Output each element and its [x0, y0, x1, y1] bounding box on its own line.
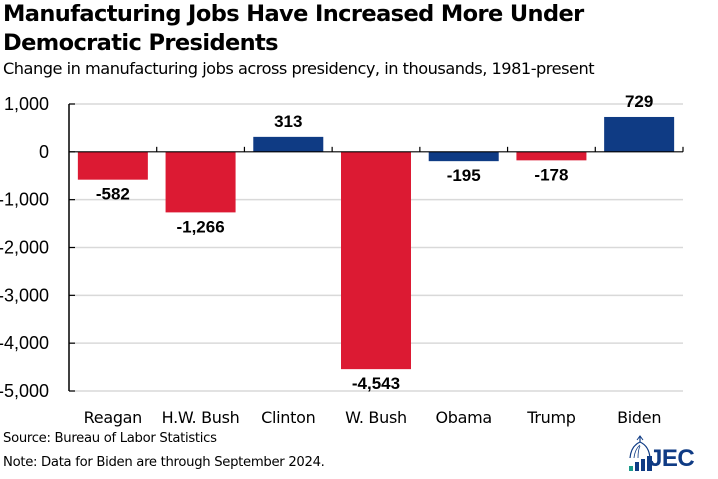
source-note: Source: Bureau of Labor Statistics [3, 431, 217, 446]
data-label: -582 [96, 185, 130, 204]
y-tick-label: -4,000 [0, 333, 49, 353]
y-tick-label: -2,000 [0, 238, 49, 258]
data-label: -178 [534, 165, 568, 184]
x-tick-label: Biden [617, 408, 661, 427]
y-tick-label: -1,000 [0, 190, 49, 210]
jec-logo: JEC [625, 432, 715, 474]
data-label: -4,543 [352, 374, 400, 393]
bar-biden [604, 116, 675, 152]
x-tick-label: Trump [526, 408, 576, 427]
bar-trump [516, 151, 587, 161]
x-tick-label: Reagan [84, 408, 142, 427]
y-tick-label: 1,000 [4, 94, 49, 114]
x-tick-labels: Reagan H.W. Bush Clinton W. Bush Obama Trump B… [84, 408, 662, 427]
data-label: -195 [447, 166, 481, 185]
bar-reagan [77, 151, 148, 180]
y-tick-label: 0 [39, 142, 49, 162]
x-tick-label: Clinton [261, 408, 315, 427]
y-tick-labels: 1,000 0 -1,000 -2,000 -3,000 -4,000 -5,000 [0, 94, 49, 401]
bars [77, 116, 675, 370]
bar-obama [428, 151, 499, 162]
data-label: -1,266 [176, 217, 224, 236]
bar-h-w-bush [165, 151, 236, 213]
logo-text: JEC [649, 445, 695, 472]
x-tick-label: Obama [435, 408, 491, 427]
y-tick-label: -3,000 [0, 285, 49, 305]
data-labels: -582 -1,266 313 -4,543 -195 -178 729 [96, 92, 653, 393]
capitol-dome-bar-chart-icon [629, 435, 652, 471]
bar-w-bush [341, 151, 411, 370]
data-label: 729 [625, 92, 653, 111]
x-tick-label: W. Bush [345, 408, 407, 427]
footnote: Note: Data for Biden are through Septemb… [3, 455, 325, 470]
chart-title: Manufacturing Jobs Have Increased More U… [3, 1, 584, 56]
axes [68, 103, 684, 392]
data-label: 313 [274, 112, 302, 131]
bar-clinton [253, 136, 324, 152]
x-tick-label: H.W. Bush [162, 408, 240, 427]
y-tick-label: -5,000 [0, 381, 49, 401]
chart-subtitle: Change in manufacturing jobs across pres… [3, 59, 595, 78]
